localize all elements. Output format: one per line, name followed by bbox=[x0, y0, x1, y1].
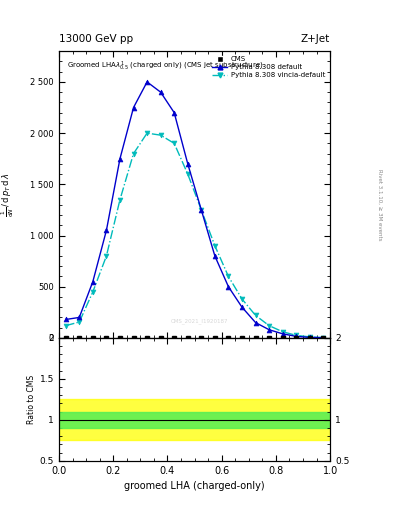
Pythia 8.308 default bbox=[307, 334, 312, 340]
Pythia 8.308 default bbox=[199, 207, 204, 213]
Pythia 8.308 default bbox=[294, 333, 299, 339]
Pythia 8.308 vincia-default bbox=[145, 130, 149, 136]
Pythia 8.308 default bbox=[158, 89, 163, 95]
Text: Z+Jet: Z+Jet bbox=[301, 33, 330, 44]
Pythia 8.308 default bbox=[172, 110, 176, 116]
Pythia 8.308 default bbox=[118, 156, 122, 162]
Pythia 8.308 vincia-default bbox=[294, 332, 299, 338]
Pythia 8.308 default bbox=[90, 279, 95, 285]
Text: $\frac{1}{\mathrm{d}N}\,/\,\mathrm{d}\,p_T\,\mathrm{d}\,\lambda$: $\frac{1}{\mathrm{d}N}\,/\,\mathrm{d}\,p… bbox=[0, 172, 16, 217]
Pythia 8.308 default bbox=[145, 79, 149, 85]
Pythia 8.308 vincia-default bbox=[280, 329, 285, 335]
Line: Pythia 8.308 default: Pythia 8.308 default bbox=[63, 79, 326, 340]
Pythia 8.308 vincia-default bbox=[172, 140, 176, 146]
Legend: CMS, Pythia 8.308 default, Pythia 8.308 vincia-default: CMS, Pythia 8.308 default, Pythia 8.308 … bbox=[211, 55, 327, 80]
Y-axis label: Ratio to CMS: Ratio to CMS bbox=[27, 375, 35, 424]
Pythia 8.308 default bbox=[226, 284, 231, 290]
Pythia 8.308 vincia-default bbox=[90, 289, 95, 295]
Pythia 8.308 default bbox=[267, 327, 272, 333]
Pythia 8.308 vincia-default bbox=[104, 253, 109, 259]
Pythia 8.308 vincia-default bbox=[118, 197, 122, 203]
Pythia 8.308 default bbox=[213, 253, 217, 259]
Pythia 8.308 vincia-default bbox=[77, 319, 82, 325]
Pythia 8.308 default bbox=[321, 335, 326, 341]
Text: Rivet 3.1.10, ≥ 3M events: Rivet 3.1.10, ≥ 3M events bbox=[377, 169, 382, 241]
Pythia 8.308 default bbox=[253, 319, 258, 326]
Pythia 8.308 vincia-default bbox=[158, 132, 163, 138]
Text: CMS_2021_I1920187: CMS_2021_I1920187 bbox=[171, 318, 229, 324]
X-axis label: groomed LHA (charged-only): groomed LHA (charged-only) bbox=[124, 481, 265, 491]
Pythia 8.308 default bbox=[104, 227, 109, 233]
Pythia 8.308 default bbox=[185, 161, 190, 167]
Pythia 8.308 vincia-default bbox=[240, 296, 244, 302]
Pythia 8.308 vincia-default bbox=[213, 243, 217, 249]
Pythia 8.308 vincia-default bbox=[267, 323, 272, 329]
Pythia 8.308 default bbox=[240, 304, 244, 310]
Pythia 8.308 vincia-default bbox=[185, 171, 190, 177]
Line: Pythia 8.308 vincia-default: Pythia 8.308 vincia-default bbox=[63, 131, 326, 340]
Pythia 8.308 vincia-default bbox=[321, 334, 326, 340]
Pythia 8.308 default bbox=[131, 104, 136, 111]
Text: 13000 GeV pp: 13000 GeV pp bbox=[59, 33, 133, 44]
Pythia 8.308 default bbox=[280, 331, 285, 337]
Pythia 8.308 default bbox=[77, 314, 82, 321]
Pythia 8.308 vincia-default bbox=[253, 312, 258, 318]
Pythia 8.308 vincia-default bbox=[199, 207, 204, 213]
Text: Groomed LHA$\lambda^{1}_{0.5}$ (charged only) (CMS jet substructure): Groomed LHA$\lambda^{1}_{0.5}$ (charged … bbox=[67, 60, 264, 73]
Pythia 8.308 vincia-default bbox=[63, 323, 68, 329]
Pythia 8.308 vincia-default bbox=[307, 334, 312, 340]
Pythia 8.308 default bbox=[63, 316, 68, 323]
Pythia 8.308 vincia-default bbox=[226, 273, 231, 280]
Pythia 8.308 vincia-default bbox=[131, 151, 136, 157]
